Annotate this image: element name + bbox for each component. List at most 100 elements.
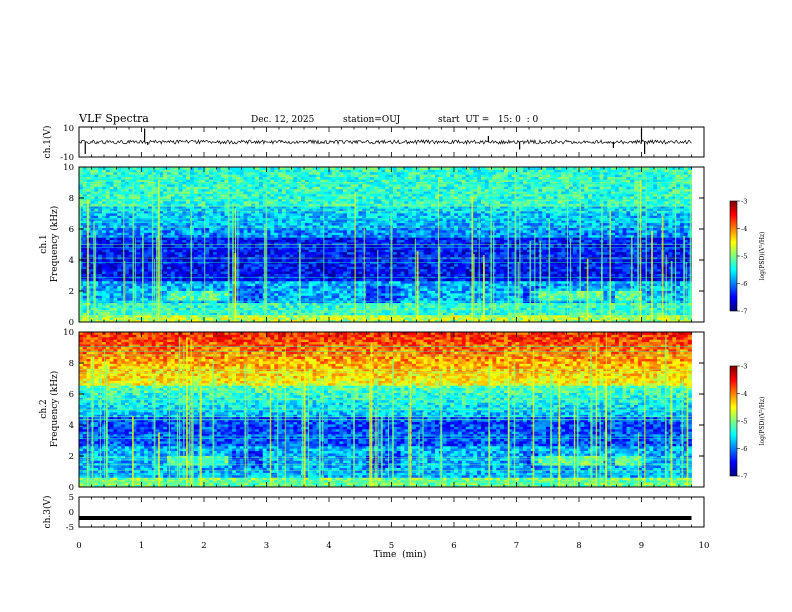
spectrogram-cell xyxy=(163,254,168,258)
spectrogram-cell xyxy=(530,278,535,282)
spectrogram-cell xyxy=(312,280,317,284)
spectrogram-cell xyxy=(136,319,141,323)
spectrogram-cell xyxy=(190,307,195,311)
spectrogram-cell xyxy=(473,290,478,294)
spectrogram-cell xyxy=(614,312,620,316)
spectrogram-cell xyxy=(626,263,631,267)
spectrogram-cell xyxy=(339,268,344,272)
spectrogram-cell xyxy=(163,312,168,316)
spectrogram-cell xyxy=(618,292,623,296)
spectrogram-cell xyxy=(546,271,551,274)
spectrogram-cell xyxy=(668,273,673,277)
spectrogram-cell xyxy=(274,300,279,304)
spectrogram-cell xyxy=(408,317,413,320)
spectrogram-cell xyxy=(404,266,409,270)
spectrogram-cell xyxy=(163,246,168,250)
spectrogram-cell xyxy=(216,312,222,316)
spectrogram-cell xyxy=(511,302,516,306)
spectrogram-cell xyxy=(335,319,340,323)
spectrogram-cell xyxy=(167,271,172,274)
spectrogram-cell xyxy=(350,246,356,250)
spectrogram-cell xyxy=(526,251,532,255)
spectrogram-cell xyxy=(676,266,681,270)
spectrogram-cell xyxy=(117,244,122,248)
spectrogram-cell xyxy=(178,295,183,299)
spectrogram-cell xyxy=(557,268,562,272)
spectrogram-cell xyxy=(113,309,118,313)
spectrogram-cell xyxy=(454,259,459,262)
spectrogram-cell xyxy=(335,309,340,313)
spectrogram-cell xyxy=(427,297,432,301)
spectrogram-cell xyxy=(320,246,325,250)
spectrogram-cell xyxy=(680,314,685,318)
spectrogram-cell xyxy=(641,283,646,287)
spectrogram-cell xyxy=(500,263,505,267)
spectrogram-cell xyxy=(611,273,616,277)
spectrogram-cell xyxy=(243,295,248,299)
spectrogram-cell xyxy=(186,297,191,301)
spectrogram-cell xyxy=(335,249,340,253)
spectrogram-cell xyxy=(427,268,432,272)
spectrogram-cell xyxy=(653,305,658,308)
spectrogram-cell xyxy=(301,254,306,258)
spectrogram-cell xyxy=(484,295,490,299)
spectrogram-cell xyxy=(144,288,149,291)
spectrogram-cell xyxy=(450,307,455,311)
spectrogram-cell xyxy=(404,290,409,294)
spectrogram-cell xyxy=(664,290,669,294)
spectrogram-cell xyxy=(366,312,371,316)
spectrogram-cell xyxy=(109,259,114,262)
spectrogram-cell xyxy=(155,290,160,294)
spectrogram-cell xyxy=(507,246,512,250)
spectrogram-cell xyxy=(105,288,111,291)
spectrogram-cell xyxy=(626,302,631,306)
spectrogram-cell xyxy=(400,295,405,299)
spectrogram-cell xyxy=(672,309,677,313)
spectrogram-cell xyxy=(304,288,310,291)
spectrogram-cell xyxy=(676,249,681,253)
ch1-waveform-ylabel: ch.1(V) xyxy=(42,126,53,159)
spectrogram-cell xyxy=(676,254,681,258)
spectrogram-cell xyxy=(205,251,210,255)
spectrogram-cell xyxy=(239,312,245,316)
spectrogram-cell xyxy=(419,290,424,294)
spectrogram-cell xyxy=(553,292,558,296)
spectrogram-cell xyxy=(657,251,662,255)
spectrogram-cell xyxy=(346,280,352,284)
spectrogram-cell xyxy=(580,280,585,284)
spectrogram-cell xyxy=(335,290,340,294)
spectrogram-cell xyxy=(136,249,141,253)
spectrogram-cell xyxy=(147,309,153,313)
spectrogram-cell xyxy=(147,280,153,284)
spectrogram-cell xyxy=(151,295,156,299)
spectrogram-cell xyxy=(576,263,581,267)
spectrogram-cell xyxy=(209,290,214,294)
spectrogram-cell xyxy=(546,268,551,272)
spectrogram-cell xyxy=(676,278,681,282)
spectrogram-cell xyxy=(427,273,432,277)
spectrogram-cell xyxy=(622,305,627,308)
spectrogram-cell xyxy=(128,283,133,287)
spectrogram-cell xyxy=(435,302,440,306)
spectrogram-cell xyxy=(182,271,187,274)
spectrogram-cell xyxy=(507,280,512,284)
spectrogram-cell xyxy=(377,271,382,274)
spectrogram-cell xyxy=(576,259,581,262)
spectrogram-cell xyxy=(316,314,321,318)
spectrogram-cell xyxy=(423,314,428,318)
spectrogram-cell xyxy=(381,300,386,304)
spectrogram-cell xyxy=(212,314,218,318)
spectrogram-cell xyxy=(480,290,486,294)
spectrogram-cell xyxy=(136,283,141,287)
spectrogram-cell xyxy=(90,263,95,267)
spectrogram-cell xyxy=(457,271,463,274)
spectrogram-cell xyxy=(519,319,524,323)
spectrogram-cell xyxy=(523,263,528,267)
spectrogram-cell xyxy=(178,278,183,282)
spectrogram-cell xyxy=(396,288,401,291)
spectrogram-cell xyxy=(427,317,432,320)
spectrogram-cell xyxy=(641,312,646,316)
spectrogram-cell xyxy=(561,302,566,306)
spectrogram-cell xyxy=(412,273,417,277)
spectrogram-cell xyxy=(105,268,111,272)
